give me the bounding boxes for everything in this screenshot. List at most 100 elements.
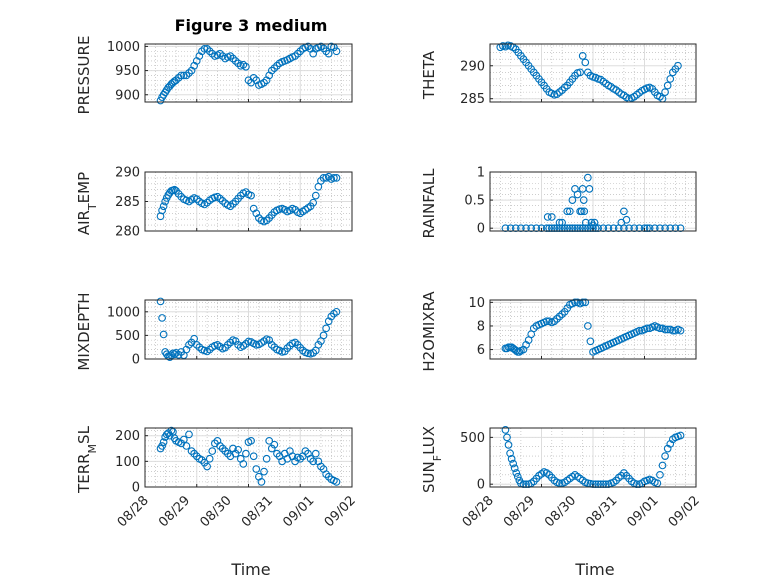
- data-point: [185, 340, 193, 349]
- data-point: [317, 462, 325, 471]
- data-point: [257, 478, 266, 486]
- data-point: [661, 88, 669, 96]
- y-tick-label: 290: [115, 166, 140, 181]
- data-point: [668, 326, 677, 335]
- data-point: [656, 324, 664, 333]
- data-point: [236, 191, 245, 200]
- data-point: [306, 454, 315, 463]
- data-point: [231, 449, 240, 458]
- data-point: [208, 49, 217, 58]
- y-tick-label: 0: [477, 222, 485, 237]
- data-point: [506, 449, 514, 458]
- data-point: [205, 345, 214, 354]
- y-tick-label: 10: [468, 296, 485, 311]
- data-point: [242, 62, 250, 71]
- data-point: [332, 174, 341, 182]
- data-point: [291, 52, 299, 60]
- data-point: [553, 315, 561, 323]
- data-point: [203, 198, 211, 207]
- data-point: [330, 174, 338, 182]
- y-tick-label: 500: [115, 329, 140, 344]
- data-point: [513, 472, 522, 481]
- data-point: [676, 326, 685, 335]
- y-tick-label: 900: [115, 88, 140, 103]
- data-point: [515, 348, 524, 356]
- data-point: [512, 469, 521, 477]
- data-point: [172, 76, 180, 85]
- data-point: [583, 173, 592, 182]
- data-point: [311, 191, 320, 200]
- data-point: [309, 457, 318, 466]
- y-tick-label: 6: [477, 343, 485, 358]
- data-point: [218, 444, 227, 453]
- data-point: [216, 194, 224, 203]
- y-axis-label: TERRMSL: [75, 425, 99, 494]
- data-point: [218, 197, 227, 205]
- x-axis-label-right: Time: [574, 560, 614, 579]
- data-point: [260, 467, 268, 476]
- data-point: [234, 340, 242, 349]
- data-point: [239, 460, 248, 468]
- y-tick-label: 285: [460, 92, 485, 107]
- data-point: [663, 81, 672, 90]
- data-point: [529, 324, 538, 333]
- data-point: [216, 442, 224, 450]
- data-point: [161, 197, 170, 206]
- data-point: [267, 444, 276, 453]
- data-point: [617, 218, 626, 227]
- y-tick-label: 0: [132, 481, 140, 496]
- data-point: [249, 73, 258, 82]
- data-point: [158, 314, 166, 322]
- subplot-mixdepth: 0 500 1000 MIXDEPTH: [75, 292, 353, 371]
- data-point: [182, 442, 191, 450]
- data-point: [247, 436, 255, 445]
- data-point: [542, 317, 551, 326]
- data-point: [291, 338, 299, 347]
- data-point: [296, 47, 305, 56]
- data-point: [226, 338, 235, 347]
- y-axis-label: THETA: [420, 50, 438, 100]
- data-point: [579, 196, 588, 204]
- data-point: [192, 340, 201, 349]
- data-point: [573, 190, 582, 199]
- data-point: [576, 68, 584, 77]
- data-point: [510, 464, 519, 473]
- data-point: [158, 442, 166, 450]
- subplot-air-temp: 280 285 290 AIRTEMP: [75, 166, 353, 240]
- data-point: [565, 207, 574, 216]
- data-point: [223, 340, 232, 349]
- data-point: [262, 454, 271, 463]
- y-tick-label: 280: [115, 225, 140, 240]
- data-point: [620, 207, 628, 216]
- data-point: [674, 61, 682, 70]
- data-point: [666, 75, 675, 83]
- data-point: [185, 430, 193, 439]
- data-point: [568, 196, 577, 204]
- data-point: [262, 216, 271, 225]
- data-point: [158, 206, 166, 215]
- y-tick-label: 100: [115, 455, 140, 470]
- data-point: [676, 431, 685, 440]
- data-point: [192, 452, 201, 461]
- x-axis-label-left: Time: [230, 560, 270, 579]
- data-point: [324, 49, 333, 58]
- data-point: [159, 438, 168, 446]
- data-point: [509, 459, 518, 468]
- data-point: [558, 218, 566, 227]
- y-axis-label: AIRTEMP: [75, 172, 99, 235]
- data-point: [205, 454, 214, 463]
- data-point: [270, 64, 279, 73]
- data-point: [242, 449, 250, 458]
- data-point: [156, 297, 165, 306]
- data-point: [322, 324, 330, 333]
- data-point: [309, 349, 318, 357]
- y-tick-label: 290: [460, 59, 485, 74]
- y-tick-label: 0.5: [464, 194, 485, 209]
- data-point: [283, 344, 292, 352]
- data-point: [322, 47, 330, 56]
- y-axis-label: H2OMIXRA: [420, 291, 438, 372]
- data-point: [229, 54, 237, 63]
- data-point: [234, 445, 242, 454]
- data-point: [581, 58, 590, 67]
